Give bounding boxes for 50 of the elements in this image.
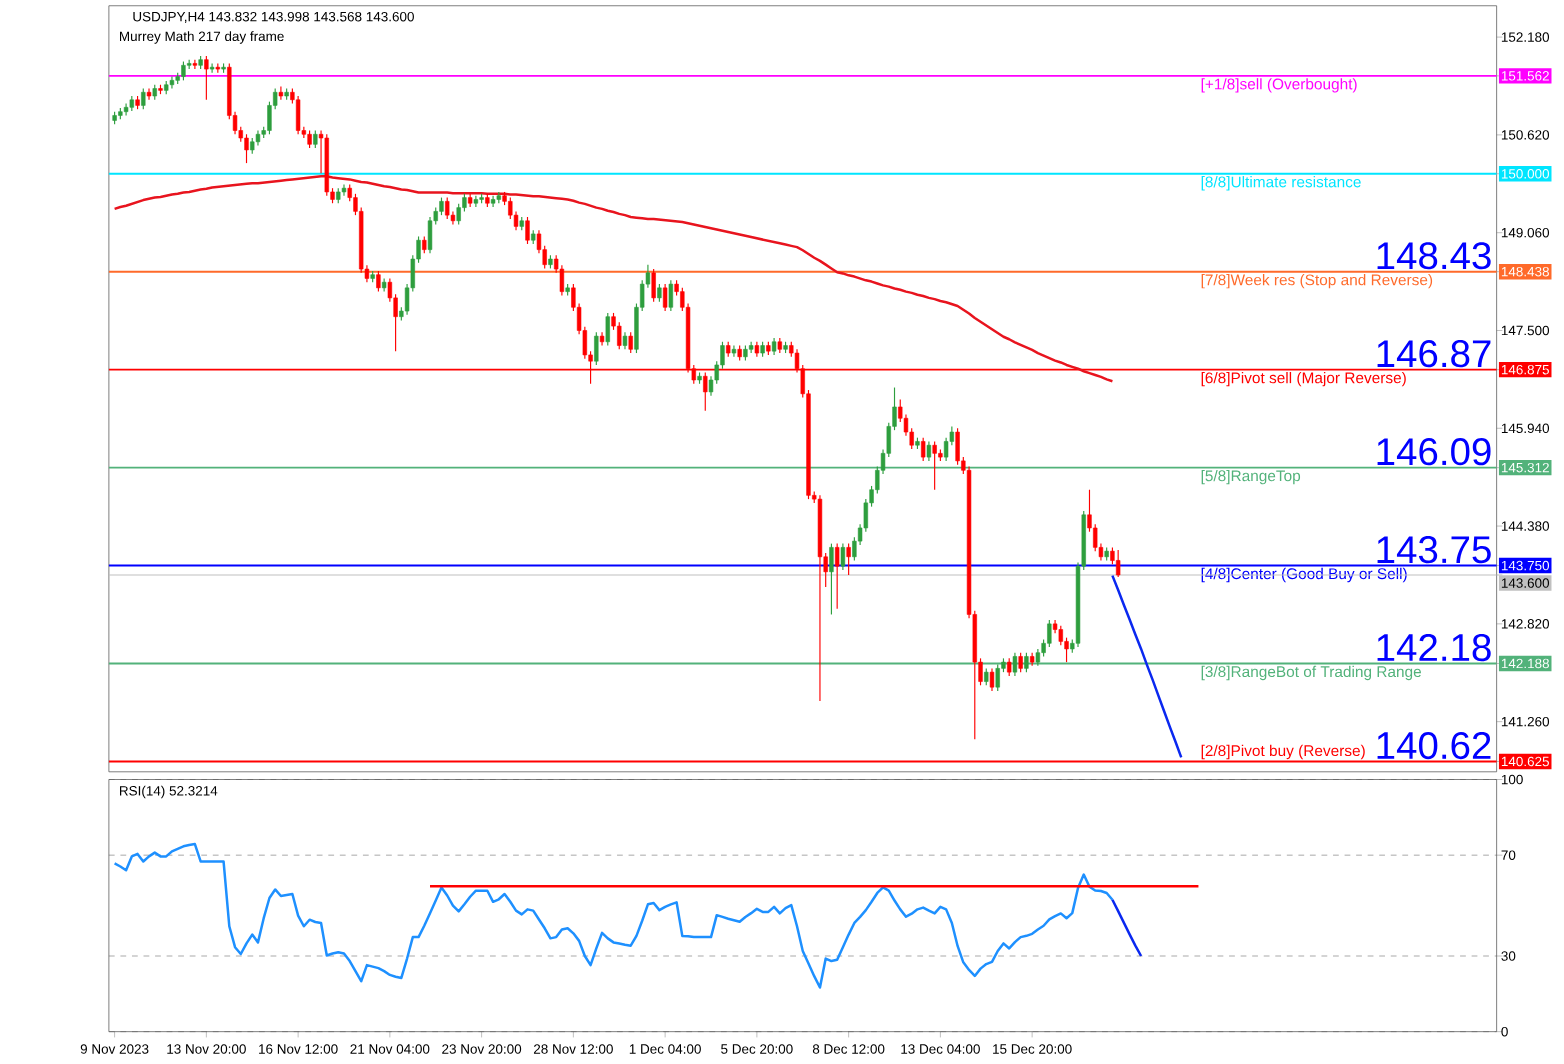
candlestick xyxy=(141,87,146,110)
candlestick xyxy=(209,62,215,74)
candlestick xyxy=(341,183,347,197)
candlestick xyxy=(381,277,387,293)
candlestick xyxy=(955,427,960,466)
candlestick xyxy=(668,279,674,312)
candlestick xyxy=(731,344,737,358)
candlestick xyxy=(146,87,152,101)
candlestick xyxy=(427,216,433,254)
candlestick xyxy=(445,196,450,220)
candlestick xyxy=(1012,651,1018,677)
candlestick xyxy=(829,542,834,615)
candlestick xyxy=(921,436,926,462)
candlestick xyxy=(490,194,496,208)
candlestick xyxy=(599,331,605,346)
candlestick xyxy=(192,58,198,70)
candlestick xyxy=(651,268,656,303)
candlestick xyxy=(926,440,932,462)
candlestick xyxy=(473,194,479,208)
text: 146.87 xyxy=(1377,339,1491,368)
candlestick xyxy=(1018,651,1023,673)
candlestick xyxy=(840,542,846,571)
candlestick xyxy=(834,542,840,610)
text: 148.43 xyxy=(1377,241,1491,270)
line-series xyxy=(1111,574,1183,759)
text: 142.18 xyxy=(1377,633,1491,661)
candlestick xyxy=(662,283,668,312)
candlestick xyxy=(846,542,851,576)
candlestick xyxy=(295,95,301,135)
candlestick xyxy=(525,216,530,245)
candlestick xyxy=(278,85,284,101)
candlestick xyxy=(605,312,610,346)
candlestick xyxy=(594,331,599,366)
text: 143.75 xyxy=(1377,535,1491,564)
candlestick xyxy=(376,270,381,293)
candlestick xyxy=(1115,549,1121,578)
text: 146.09 xyxy=(1377,437,1491,466)
candlestick xyxy=(1047,619,1052,648)
candlestick xyxy=(204,55,209,101)
candlestick xyxy=(748,341,754,354)
candlestick xyxy=(628,331,633,354)
candlestick xyxy=(617,321,622,350)
candlestick xyxy=(169,75,175,89)
candlestick xyxy=(932,440,937,491)
candlestick xyxy=(995,663,1000,692)
candlestick xyxy=(1024,651,1029,673)
candlestick xyxy=(989,667,995,692)
text: 140.62 xyxy=(1377,731,1491,759)
candlestick xyxy=(181,60,186,81)
candlestick xyxy=(244,133,249,164)
